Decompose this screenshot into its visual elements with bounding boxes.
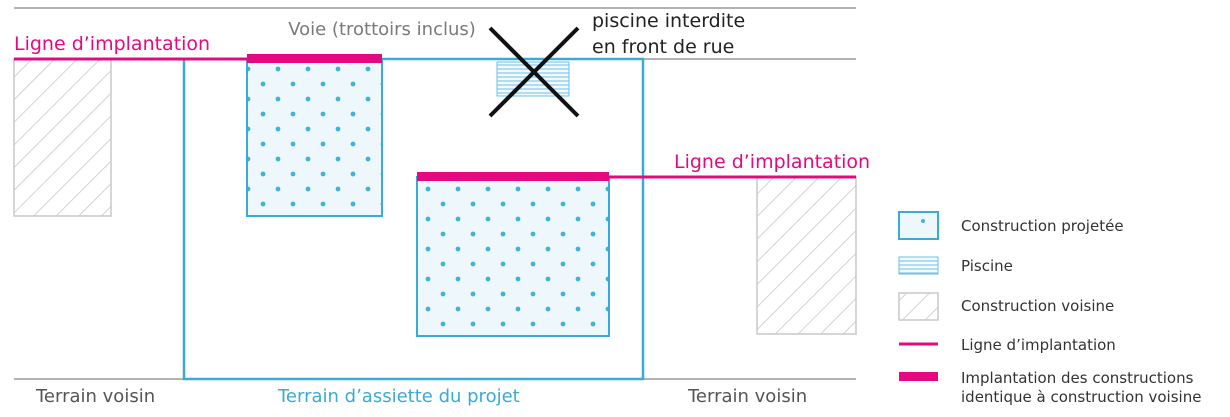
neighbor-construction-right bbox=[756, 176, 857, 335]
legend-label-identical-implantation-line2: identique à construction voisine bbox=[961, 388, 1201, 406]
neighbor-land-label-left: Terrain voisin bbox=[35, 386, 155, 407]
project-land-boundary bbox=[182, 57, 645, 381]
neighbor-land-label-right: Terrain voisin bbox=[687, 386, 807, 407]
legend-label-identical-implantation-line1: Implantation des constructions bbox=[961, 369, 1194, 387]
legend-label-neighbor-construction: Construction voisine bbox=[961, 297, 1114, 315]
road-label: Voie (trottoirs inclus) bbox=[288, 19, 476, 40]
identical-implantation-swatch bbox=[899, 372, 938, 381]
legend-label-pool: Piscine bbox=[961, 257, 1013, 275]
identical-implantation-front bbox=[247, 54, 382, 63]
projected-construction-back bbox=[416, 176, 610, 337]
projected-construction-front bbox=[246, 58, 383, 217]
pool-swatch bbox=[898, 256, 939, 275]
legend-label-construction-projected: Construction projetée bbox=[961, 217, 1124, 235]
project-land-label: Terrain d’assiette du projet bbox=[277, 386, 520, 407]
forbidden-cross-stroke-2 bbox=[488, 26, 580, 118]
legend: Construction projetée Piscine Constructi… bbox=[898, 211, 1201, 406]
forbidden-pool bbox=[496, 61, 570, 97]
implantation-line-label-left: Ligne d’implantation bbox=[14, 33, 210, 55]
identical-implantation-back bbox=[417, 172, 609, 181]
pool-forbidden-label-line1: piscine interdite bbox=[592, 10, 745, 32]
legend-label-implantation-line: Ligne d’implantation bbox=[961, 336, 1116, 354]
neighbor-construction-left bbox=[13, 58, 112, 217]
construction-projected-swatch bbox=[898, 211, 939, 240]
pool-forbidden-label-line2: en front de rue bbox=[592, 36, 734, 58]
neighbor-construction-swatch bbox=[898, 292, 939, 321]
implantation-line-label-right: Ligne d’implantation bbox=[674, 151, 870, 173]
